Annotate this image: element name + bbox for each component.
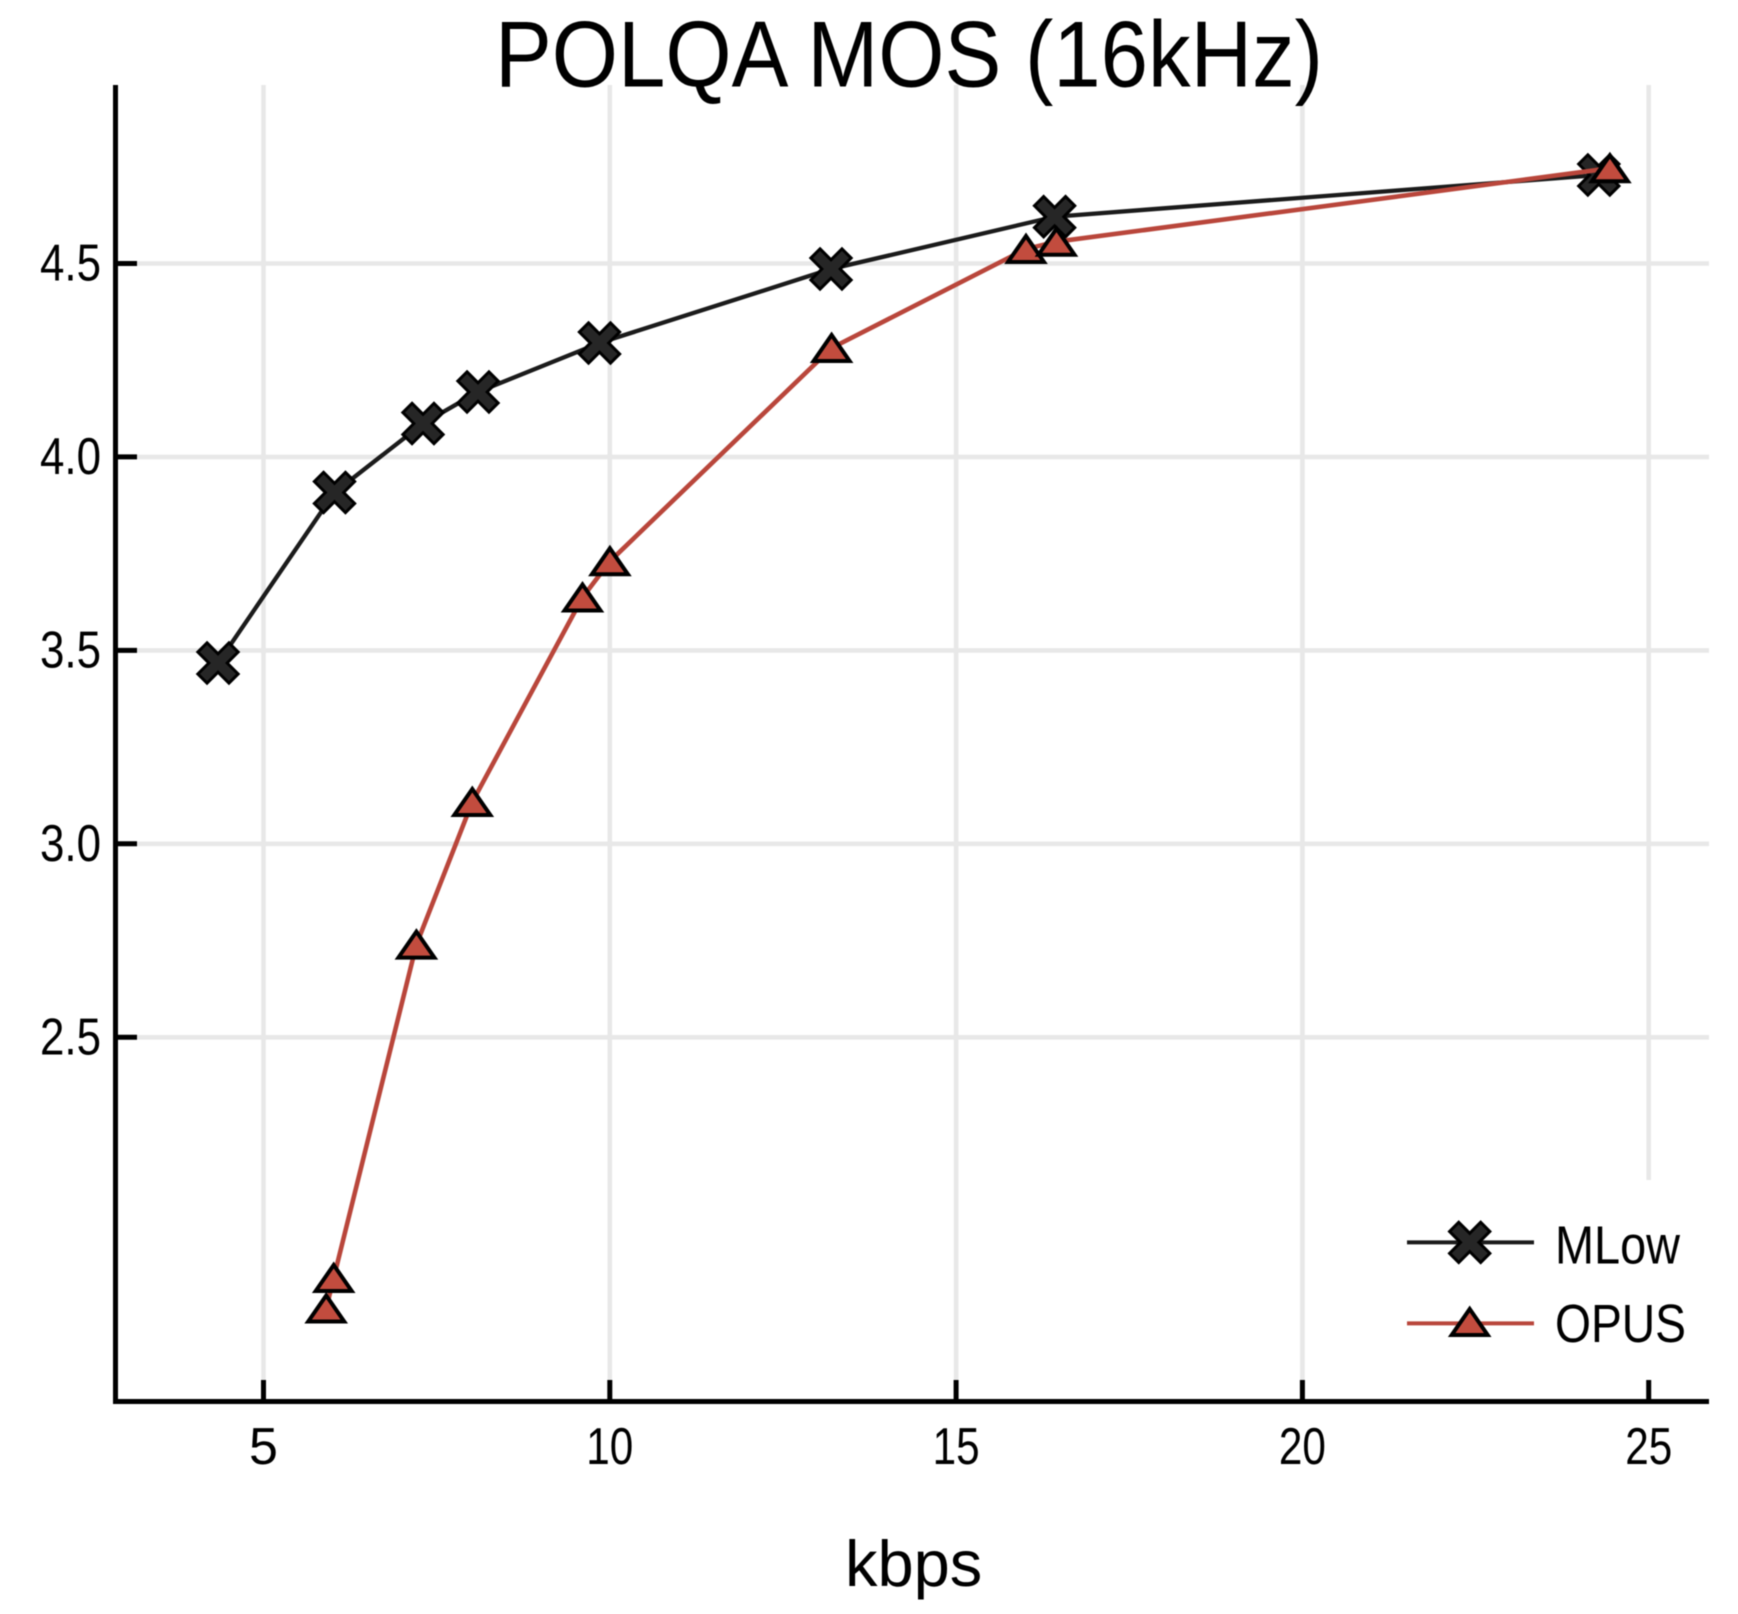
svg-text:4.0: 4.0 xyxy=(40,428,101,486)
svg-text:MLow: MLow xyxy=(1555,1216,1681,1276)
svg-text:5: 5 xyxy=(249,1418,278,1476)
svg-text:2.5: 2.5 xyxy=(40,1008,101,1066)
svg-text:4.5: 4.5 xyxy=(40,235,101,293)
svg-text:15: 15 xyxy=(933,1418,980,1476)
svg-text:20: 20 xyxy=(1279,1418,1326,1476)
svg-text:25: 25 xyxy=(1625,1418,1672,1476)
svg-text:10: 10 xyxy=(586,1418,633,1476)
svg-text:3.5: 3.5 xyxy=(40,621,101,679)
svg-text:kbps: kbps xyxy=(845,1527,982,1600)
svg-text:POLQA MOS (16kHz): POLQA MOS (16kHz) xyxy=(495,2,1323,107)
svg-text:OPUS: OPUS xyxy=(1555,1294,1686,1354)
svg-text:3.0: 3.0 xyxy=(40,815,101,873)
